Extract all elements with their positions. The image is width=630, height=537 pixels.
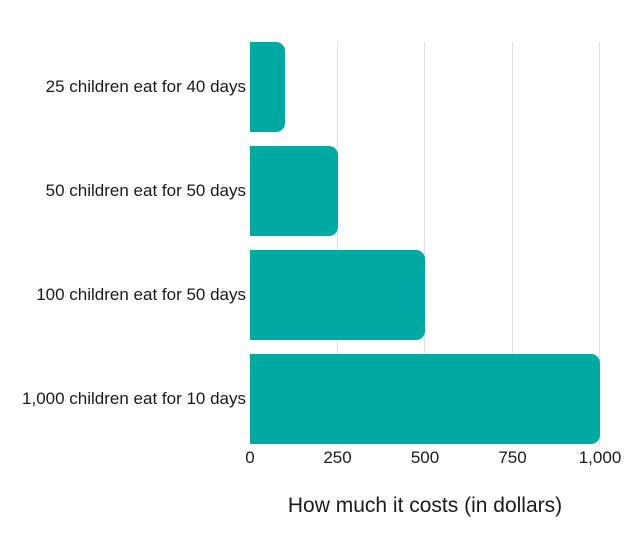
gridline	[599, 42, 600, 446]
bars	[250, 42, 600, 444]
gridline	[336, 42, 338, 446]
x-tick-label: 750	[498, 448, 527, 467]
x-axis-title: How much it costs (in dollars)	[287, 494, 563, 517]
category-label: 1,000 children eat for 10 days	[22, 389, 246, 408]
x-tick-label: 0	[245, 448, 255, 467]
category-label: 100 children eat for 50 days	[36, 285, 246, 304]
category-label: 25 children eat for 40 days	[45, 77, 246, 96]
bar	[250, 250, 425, 340]
x-tick-label: 500	[410, 448, 440, 467]
gridline	[511, 42, 513, 446]
gridlines	[250, 42, 600, 446]
gridline	[424, 42, 425, 446]
x-tick-label: 250	[323, 448, 352, 467]
plot-area	[250, 42, 600, 446]
category-labels: 25 children eat for 40 days 50 children e…	[0, 42, 246, 444]
bar	[250, 42, 285, 132]
bar	[250, 146, 338, 236]
x-axis-ticks: 0 250 500 750 1,000	[245, 448, 621, 468]
category-label: 50 children eat for 50 days	[45, 181, 246, 200]
bar	[250, 354, 600, 444]
x-tick-label: 1,000	[578, 448, 622, 467]
